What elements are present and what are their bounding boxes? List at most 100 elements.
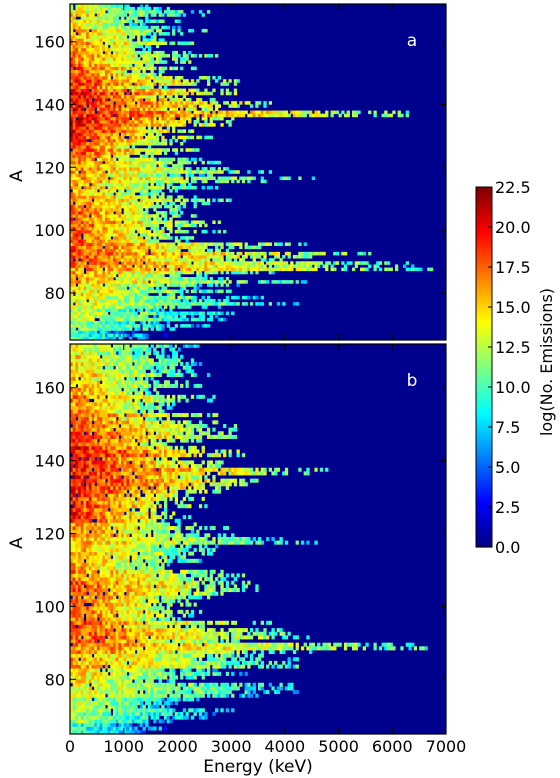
heatmap-cell [129, 151, 133, 155]
heatmap-cell [145, 311, 149, 316]
heatmap-cell [147, 6, 152, 11]
heatmap-cell [172, 242, 176, 246]
heatmap-cell [209, 107, 213, 111]
heatmap-cell [139, 104, 144, 108]
heatmap-cell [215, 314, 219, 319]
heatmap-cell [147, 123, 152, 127]
heatmap-cell [112, 298, 117, 303]
heatmap-cell [150, 25, 154, 30]
heatmap-cell [145, 129, 149, 133]
heatmap-cell [196, 311, 200, 316]
heatmap-cell [102, 302, 106, 306]
heatmap-cell [118, 211, 122, 215]
heatmap-cell [258, 170, 262, 174]
heatmap-cell [185, 245, 189, 250]
heatmap-cell [107, 267, 111, 272]
heatmap-cell [110, 151, 114, 155]
heatmap-cell [166, 295, 170, 300]
heatmap-cell [110, 4, 114, 8]
heatmap-cell [155, 308, 160, 312]
heatmap-cell [142, 182, 146, 187]
heatmap-cell [158, 148, 162, 152]
heatmap-cell [190, 311, 195, 316]
heatmap-cell [83, 280, 87, 284]
heatmap-cell [263, 110, 267, 115]
heatmap-cell [99, 185, 103, 190]
heatmap-cell [107, 160, 111, 165]
heatmap-cell [142, 217, 146, 221]
heatmap-cell [104, 72, 109, 77]
heatmap-cell [215, 283, 219, 287]
heatmap-cell [137, 226, 141, 231]
heatmap-cell [72, 41, 76, 46]
heatmap-cell [112, 242, 117, 246]
heatmap-cell [198, 311, 203, 316]
heatmap-cell [104, 336, 109, 340]
heatmap-cell [139, 292, 144, 297]
heatmap-cell [164, 333, 168, 338]
heatmap-cell [121, 104, 125, 108]
heatmap-cell [88, 98, 93, 102]
heatmap-cell [271, 110, 275, 115]
heatmap-cell [153, 116, 157, 121]
heatmap-cell [260, 267, 264, 272]
heatmap-cell [166, 160, 170, 165]
heatmap-cell [212, 110, 216, 115]
heatmap-cell [91, 145, 95, 149]
heatmap-cell [161, 277, 165, 281]
heatmap-cell [193, 176, 197, 181]
heatmap-cell [155, 273, 160, 278]
heatmap-cell [78, 305, 82, 309]
heatmap-cell [155, 261, 160, 265]
heatmap-cell [206, 248, 211, 253]
heatmap-cell [249, 104, 254, 108]
heatmap-cell [185, 298, 189, 303]
heatmap-cell [126, 66, 130, 71]
heatmap-cell [196, 258, 200, 262]
heatmap-cell [88, 261, 93, 265]
heatmap-cell [72, 264, 76, 268]
heatmap-cell [137, 69, 141, 74]
heatmap-cell [121, 317, 125, 322]
heatmap-cell [80, 324, 85, 328]
heatmap-cell [185, 179, 189, 184]
heatmap-cell [121, 138, 125, 143]
heatmap-cell [129, 192, 133, 196]
heatmap-cell [155, 170, 160, 174]
heatmap-cell [86, 308, 90, 312]
heatmap-cell [247, 113, 251, 118]
heatmap-cell [134, 317, 138, 322]
heatmap-cell [166, 264, 170, 268]
heatmap-cell [190, 295, 195, 300]
heatmap-cell [274, 110, 278, 115]
heatmap-cell [96, 13, 101, 17]
heatmap-cell [161, 317, 165, 322]
heatmap-cell [80, 72, 85, 77]
heatmap-cell [118, 44, 122, 49]
heatmap-cell [204, 264, 208, 268]
heatmap-cell [252, 261, 256, 265]
heatmap-cell [126, 327, 130, 331]
heatmap-cell [102, 44, 106, 49]
heatmap-cell [263, 242, 267, 246]
heatmap-cell [83, 132, 87, 137]
heatmap-cell [164, 305, 168, 309]
heatmap-cell [137, 76, 141, 80]
heatmap-cell [153, 298, 157, 303]
heatmap-cell [217, 248, 221, 253]
heatmap-cell [223, 176, 227, 181]
heatmap-cell [164, 60, 168, 64]
heatmap-cell [104, 82, 109, 86]
heatmap-cell [112, 154, 117, 159]
heatmap-cell [83, 22, 87, 27]
heatmap-cell [96, 211, 101, 215]
heatmap-cell [102, 141, 106, 146]
heatmap-cell [134, 91, 138, 96]
heatmap-cell [78, 327, 82, 331]
heatmap-cell [134, 88, 138, 93]
heatmap-cell [104, 214, 109, 218]
heatmap-cell [129, 63, 133, 67]
heatmap-cell [91, 251, 95, 256]
heatmap-cell [155, 113, 160, 118]
heatmap-cell [158, 79, 162, 83]
